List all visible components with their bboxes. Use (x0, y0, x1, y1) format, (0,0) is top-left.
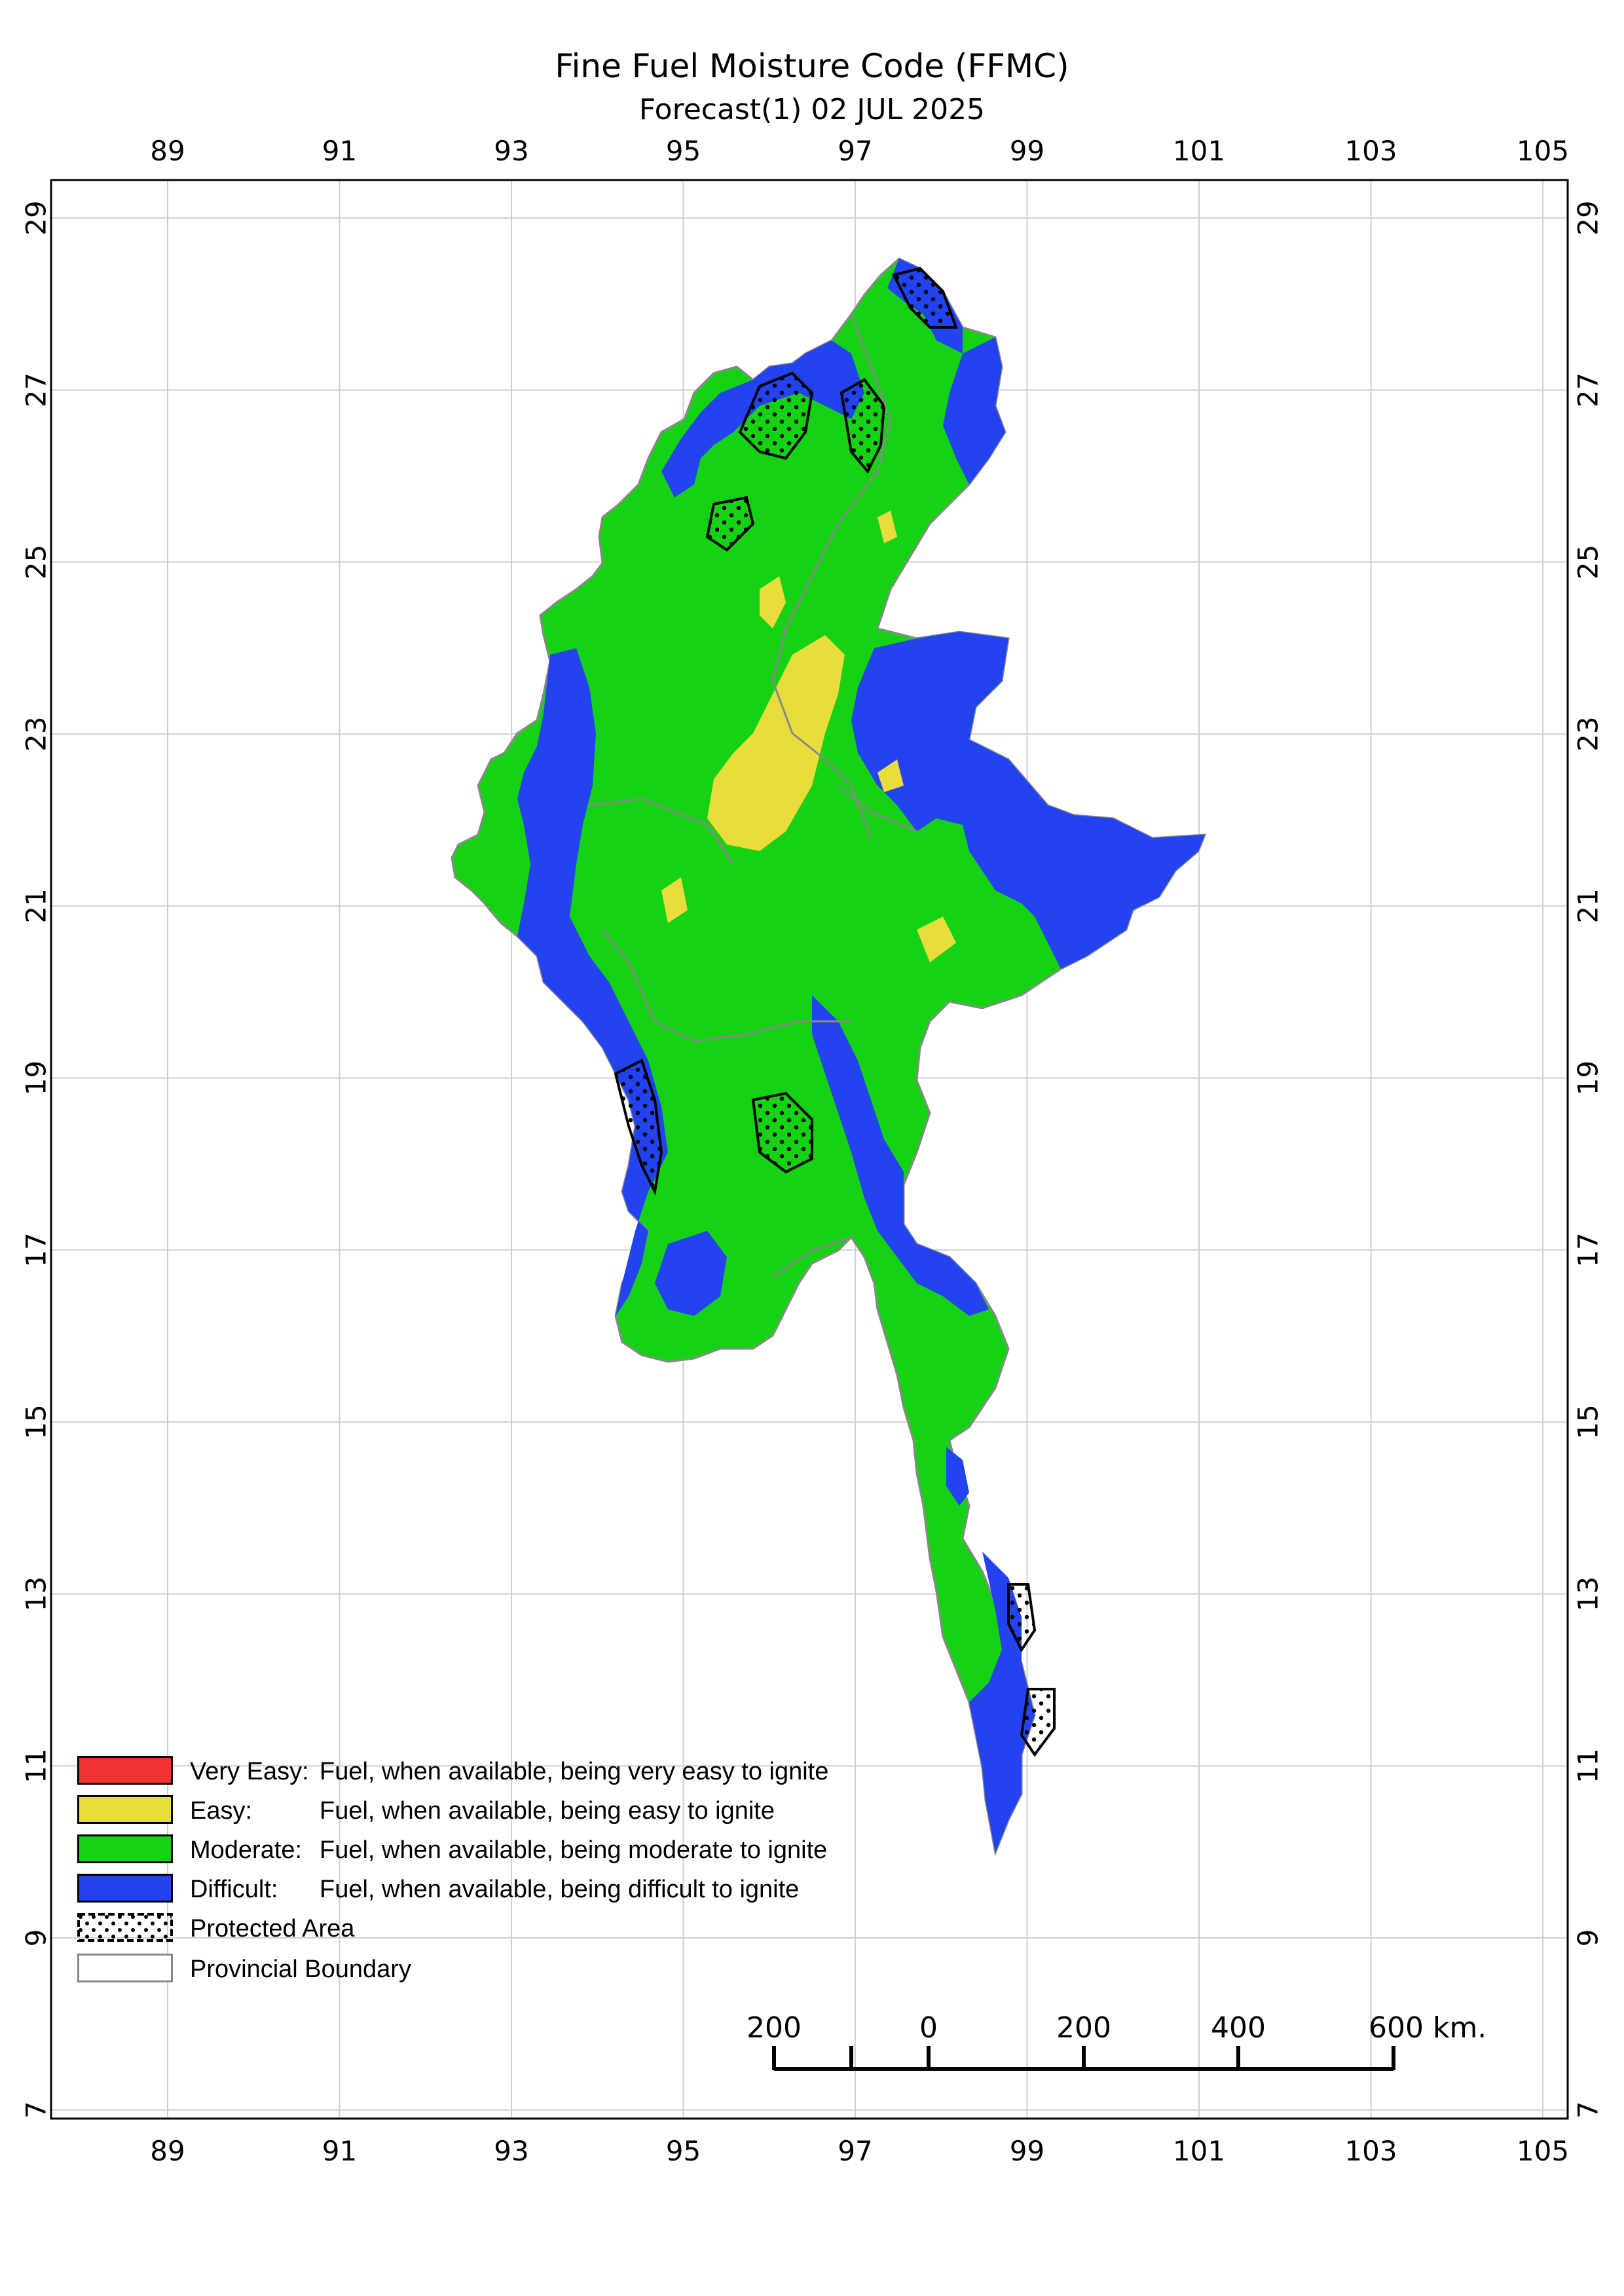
lon-tick-top: 99 (1010, 135, 1044, 167)
lon-tick-top: 93 (494, 135, 528, 167)
scale-label-3: 400 (1211, 2011, 1266, 2045)
lon-tick-top: 105 (1517, 135, 1569, 167)
lon-tick-top: 103 (1344, 135, 1397, 167)
legend-label: Difficult: (190, 1876, 278, 1903)
lon-tick-bottom: 95 (666, 2135, 701, 2167)
legend-swatch-very-easy (77, 1756, 173, 1785)
lat-tick-right: 21 (1572, 888, 1604, 923)
legend-description: Fuel, when available, being easy to igni… (320, 1797, 775, 1825)
legend-description: Fuel, when available, being difficult to… (320, 1876, 800, 1903)
legend-description: Fuel, when available, being very easy to… (320, 1758, 829, 1785)
lat-tick-right: 7 (1572, 2101, 1604, 2119)
lat-tick-right: 11 (1572, 1749, 1604, 1783)
legend-label: Easy: (190, 1797, 253, 1825)
lat-tick-left: 21 (20, 888, 52, 923)
lat-tick-left: 7 (20, 2101, 52, 2119)
lat-tick-left: 13 (20, 1576, 52, 1611)
protected-areas (614, 266, 1056, 1757)
axis-ticks: 8989919193939595979799991011011031031051… (20, 135, 1604, 2167)
legend-label: Very Easy: (190, 1758, 309, 1785)
lat-tick-left: 17 (20, 1232, 52, 1267)
legend-description: Fuel, when available, being moderate to … (320, 1836, 828, 1864)
scale-label-1: 0 (919, 2011, 938, 2045)
scale-label-4: 600 km. (1369, 2011, 1486, 2045)
easy-areas (661, 511, 956, 962)
lat-tick-right: 13 (1572, 1576, 1604, 1611)
fuel-moisture-layer (451, 257, 1207, 1857)
lon-tick-top: 89 (150, 135, 185, 167)
lat-tick-right: 27 (1572, 373, 1604, 407)
legend-swatch-provincial-boundary (77, 1954, 173, 1982)
scale-bar (772, 2046, 1395, 2071)
lon-tick-bottom: 89 (150, 2135, 185, 2167)
legend-swatch-moderate (77, 1834, 173, 1863)
lon-tick-top: 95 (666, 135, 701, 167)
lon-tick-bottom: 91 (322, 2135, 357, 2167)
lon-tick-top: 91 (322, 135, 357, 167)
lat-tick-right: 25 (1572, 545, 1604, 579)
lat-tick-right: 29 (1572, 200, 1604, 235)
legend-label: Moderate: (190, 1836, 303, 1864)
map-title: Fine Fuel Moisture Code (FFMC) (555, 47, 1069, 85)
legend-swatch-easy (77, 1795, 173, 1824)
lon-tick-bottom: 101 (1173, 2135, 1225, 2167)
lon-tick-bottom: 103 (1344, 2135, 1397, 2167)
lon-tick-top: 101 (1173, 135, 1225, 167)
lat-tick-right: 15 (1572, 1404, 1604, 1439)
lat-tick-left: 23 (20, 716, 52, 751)
lon-tick-bottom: 97 (838, 2135, 872, 2167)
lon-tick-top: 97 (838, 135, 872, 167)
lat-tick-right: 23 (1572, 716, 1604, 751)
lat-tick-right: 17 (1572, 1232, 1604, 1267)
map-subtitle: Forecast(1) 02 JUL 2025 (638, 93, 986, 126)
lat-tick-left: 19 (20, 1061, 52, 1095)
provincial-boundaries (589, 314, 917, 1278)
lat-tick-right: 9 (1572, 1929, 1604, 1947)
lon-tick-bottom: 105 (1517, 2135, 1569, 2167)
scale-label-0: 200 (747, 2011, 802, 2045)
legend-swatch-protected-area (77, 1913, 173, 1942)
lat-tick-left: 9 (20, 1929, 52, 1947)
lat-tick-left: 29 (20, 200, 52, 235)
lon-tick-bottom: 99 (1010, 2135, 1044, 2167)
lat-tick-left: 25 (20, 545, 52, 579)
lat-tick-left: 11 (20, 1749, 52, 1783)
legend-label: Provincial Boundary (190, 1956, 411, 1983)
lat-tick-left: 27 (20, 373, 52, 407)
legend-swatch-difficult (77, 1874, 173, 1903)
lat-tick-right: 19 (1572, 1061, 1604, 1095)
lat-tick-left: 15 (20, 1404, 52, 1439)
scale-label-2: 200 (1056, 2011, 1111, 2045)
legend-label: Protected Area (190, 1915, 355, 1942)
lon-tick-bottom: 93 (494, 2135, 528, 2167)
map-frame (50, 179, 1569, 2120)
